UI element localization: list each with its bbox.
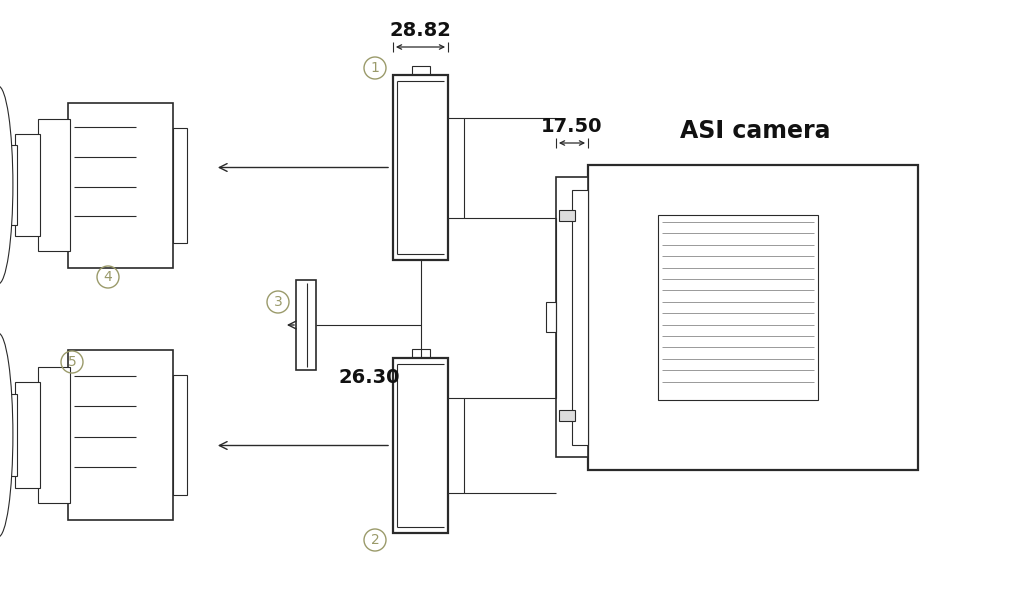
Text: 17.50: 17.50 [542, 117, 603, 136]
Text: 3: 3 [273, 295, 283, 309]
Bar [393, 358, 449, 533]
Bar [38, 367, 70, 503]
Bar [449, 398, 464, 493]
Bar [68, 102, 172, 268]
Text: 26.30: 26.30 [338, 368, 399, 387]
Text: 2: 2 [371, 533, 379, 547]
Bar [658, 215, 818, 400]
Bar [38, 119, 70, 251]
Ellipse shape [0, 86, 13, 284]
Bar [588, 165, 918, 470]
Bar [68, 350, 172, 520]
Bar [15, 382, 40, 488]
Bar [556, 177, 588, 457]
Text: ASI camera: ASI camera [680, 119, 830, 143]
Bar [393, 75, 449, 260]
Text: 4: 4 [103, 270, 113, 284]
Bar [559, 410, 575, 421]
Text: 28.82: 28.82 [389, 21, 452, 40]
Bar [546, 302, 556, 332]
Bar [172, 375, 186, 495]
Bar [412, 349, 429, 358]
Bar [172, 128, 186, 242]
Bar [0, 394, 17, 476]
Text: 1: 1 [371, 61, 380, 75]
Ellipse shape [0, 333, 13, 537]
Bar [559, 210, 575, 221]
Text: 5: 5 [68, 355, 77, 369]
Bar [15, 134, 40, 236]
Bar [572, 190, 588, 445]
Bar [449, 118, 464, 217]
Bar [412, 66, 429, 75]
Bar [0, 145, 17, 225]
Bar [296, 280, 316, 370]
